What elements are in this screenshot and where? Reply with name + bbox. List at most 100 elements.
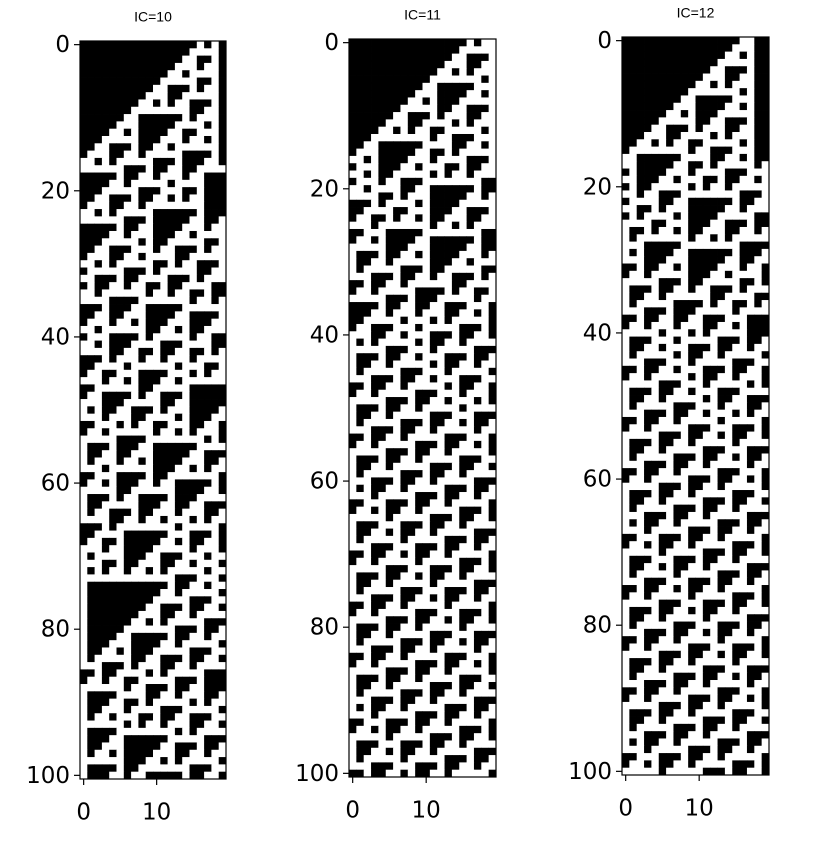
cell <box>459 660 467 668</box>
cell <box>116 435 125 444</box>
cell <box>459 397 467 405</box>
cell <box>116 150 125 159</box>
cell <box>356 46 365 55</box>
cell <box>488 418 497 427</box>
cell <box>400 367 409 376</box>
cell <box>174 545 183 553</box>
cell <box>622 248 630 257</box>
cell <box>356 645 365 654</box>
cell <box>211 143 220 152</box>
cell <box>444 90 453 98</box>
cell <box>189 596 198 605</box>
cell <box>87 70 95 78</box>
cell <box>393 630 401 639</box>
cell <box>349 513 357 522</box>
cell <box>196 610 205 619</box>
cell <box>385 638 394 646</box>
cell <box>407 492 416 500</box>
cell <box>407 608 416 617</box>
cell <box>466 119 475 128</box>
cell <box>710 343 718 352</box>
cell <box>717 183 726 191</box>
cell <box>363 755 372 763</box>
cell <box>131 735 139 743</box>
cell <box>211 369 220 378</box>
cell <box>349 733 357 741</box>
cell <box>666 51 674 60</box>
cell <box>131 179 139 188</box>
cell <box>94 355 103 363</box>
cell <box>459 60 467 69</box>
cell <box>182 201 190 210</box>
cell <box>80 41 88 49</box>
cell <box>473 733 482 741</box>
cell <box>109 267 117 276</box>
cell <box>732 285 740 294</box>
cell <box>87 325 95 334</box>
cell <box>174 128 183 137</box>
cell <box>378 608 387 617</box>
cell <box>174 589 183 597</box>
cell <box>636 248 645 257</box>
cell <box>131 194 139 203</box>
cell <box>211 764 220 773</box>
cell <box>415 60 423 69</box>
cell <box>116 128 125 137</box>
cell <box>724 139 733 148</box>
cell <box>488 747 497 756</box>
cell <box>746 205 755 213</box>
cell <box>363 148 372 157</box>
cell <box>385 148 394 157</box>
cell <box>349 682 357 690</box>
cell <box>702 365 711 374</box>
cell <box>87 121 95 130</box>
cell <box>131 391 139 400</box>
cell <box>651 190 660 199</box>
cell <box>415 353 423 361</box>
cell <box>123 194 132 203</box>
cell <box>437 265 445 274</box>
cell <box>167 501 176 510</box>
cell <box>393 397 401 405</box>
cell <box>196 545 205 553</box>
cell <box>94 245 103 254</box>
cell <box>385 608 394 617</box>
cell <box>131 325 139 334</box>
cell <box>131 442 139 451</box>
cell <box>131 523 139 531</box>
cell <box>356 608 365 617</box>
cell <box>218 420 227 429</box>
cell <box>182 391 190 400</box>
cell <box>473 397 482 405</box>
cell <box>422 309 431 318</box>
cell <box>444 155 453 164</box>
cell <box>473 521 482 529</box>
cell <box>732 190 740 199</box>
cell <box>488 572 497 581</box>
cell <box>378 382 387 391</box>
cell <box>182 377 190 385</box>
cell <box>94 625 103 634</box>
cell <box>167 713 176 721</box>
cell <box>695 153 704 162</box>
cell <box>182 435 190 444</box>
cell <box>429 411 438 420</box>
cell <box>204 581 212 590</box>
cell <box>429 725 438 734</box>
cell <box>174 216 183 225</box>
cell <box>473 46 482 55</box>
cell <box>451 75 460 84</box>
cell <box>732 365 740 374</box>
cell <box>378 228 387 237</box>
cell <box>695 292 704 301</box>
cell <box>204 596 212 605</box>
cell <box>87 428 95 436</box>
cell <box>145 428 154 436</box>
cell <box>182 70 190 78</box>
cell <box>167 742 176 751</box>
cell <box>371 404 379 413</box>
cell <box>746 234 755 242</box>
cell <box>429 557 438 566</box>
cell <box>349 535 357 544</box>
cell <box>444 316 453 325</box>
